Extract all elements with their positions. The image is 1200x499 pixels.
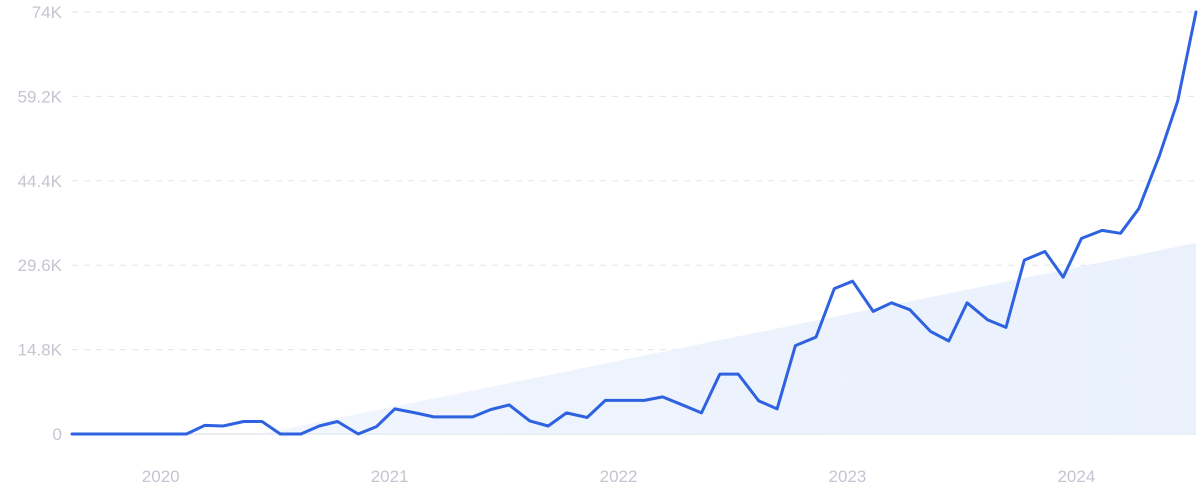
data-point xyxy=(1080,236,1084,240)
x-tick-label: 2023 xyxy=(829,467,867,486)
data-point xyxy=(1157,154,1161,158)
data-point xyxy=(278,432,282,436)
data-point xyxy=(107,432,111,436)
data-point xyxy=(700,411,704,415)
data-point xyxy=(1137,207,1141,211)
data-point xyxy=(757,399,761,403)
data-point xyxy=(1118,231,1122,235)
data-point xyxy=(127,432,131,436)
data-point xyxy=(146,432,150,436)
data-point xyxy=(947,339,951,343)
data-point xyxy=(603,398,607,402)
data-point xyxy=(356,432,360,436)
data-point xyxy=(564,411,568,415)
x-tick-label: 2024 xyxy=(1057,467,1095,486)
data-point xyxy=(736,372,740,376)
data-point xyxy=(546,424,550,428)
data-point xyxy=(450,415,454,419)
data-point xyxy=(184,432,188,436)
data-point xyxy=(1043,250,1047,254)
data-point xyxy=(890,301,894,305)
data-point xyxy=(814,335,818,339)
data-point xyxy=(489,407,493,411)
trend-area xyxy=(259,242,1197,434)
data-point xyxy=(871,309,875,313)
y-tick-label: 74K xyxy=(32,3,63,22)
y-tick-label: 59.2K xyxy=(18,87,63,106)
series-line xyxy=(70,10,1198,436)
data-point xyxy=(528,419,532,423)
data-point xyxy=(832,287,836,291)
data-point xyxy=(317,424,321,428)
x-tick-label: 2022 xyxy=(600,467,638,486)
y-axis: 0 14.8K 29.6K 44.4K 59.2K 74K xyxy=(18,3,63,444)
data-point xyxy=(851,279,855,283)
series xyxy=(70,10,1198,436)
data-point xyxy=(70,432,74,436)
data-point xyxy=(507,403,511,407)
data-point xyxy=(679,402,683,406)
x-axis: 2020 2021 2022 2023 2024 xyxy=(142,467,1096,486)
data-point xyxy=(622,398,626,402)
data-point xyxy=(1061,275,1065,279)
data-point xyxy=(336,419,340,423)
data-point xyxy=(374,425,378,429)
y-tick-label: 44.4K xyxy=(18,172,63,191)
y-tick-label: 14.8K xyxy=(18,341,63,360)
data-point xyxy=(1176,99,1180,103)
data-point xyxy=(164,432,168,436)
data-point xyxy=(221,424,225,428)
data-point xyxy=(642,398,646,402)
x-tick-label: 2021 xyxy=(371,467,409,486)
data-point xyxy=(965,301,969,305)
data-point xyxy=(661,395,665,399)
data-point xyxy=(203,423,207,427)
data-point xyxy=(1022,258,1026,262)
data-point xyxy=(718,372,722,376)
data-point xyxy=(299,432,303,436)
x-tick-label: 2020 xyxy=(142,467,180,486)
data-point xyxy=(1194,10,1198,14)
data-point xyxy=(432,415,436,419)
y-tick-label: 0 xyxy=(53,425,62,444)
data-point xyxy=(88,432,92,436)
data-point xyxy=(260,419,264,423)
y-tick-label: 29.6K xyxy=(18,256,63,275)
data-point xyxy=(471,415,475,419)
data-point xyxy=(793,344,797,348)
trend-wedge xyxy=(259,242,1197,434)
data-point xyxy=(585,415,589,419)
data-point xyxy=(775,407,779,411)
data-point xyxy=(1004,325,1008,329)
data-point xyxy=(1100,228,1104,232)
data-point xyxy=(928,329,932,333)
data-point xyxy=(242,419,246,423)
data-point xyxy=(413,411,417,415)
data-point xyxy=(986,318,990,322)
data-point xyxy=(393,407,397,411)
data-point xyxy=(908,308,912,312)
